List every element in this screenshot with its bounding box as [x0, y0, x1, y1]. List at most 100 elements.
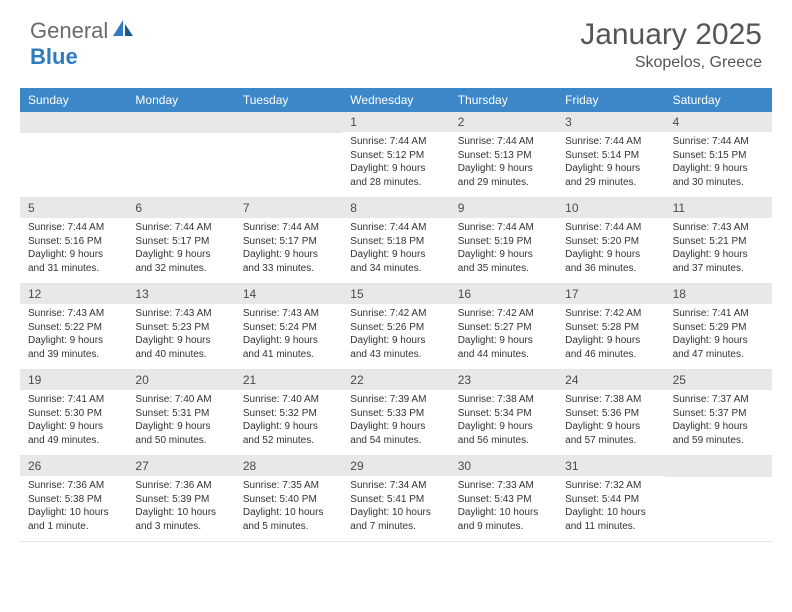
- day-info: Sunrise: 7:44 AMSunset: 5:16 PMDaylight:…: [20, 218, 127, 279]
- day-number: 6: [127, 198, 234, 218]
- sunset-text: Sunset: 5:33 PM: [350, 407, 441, 421]
- day-info: Sunrise: 7:37 AMSunset: 5:37 PMDaylight:…: [665, 390, 772, 451]
- day-number: 3: [557, 112, 664, 132]
- week-row: 12Sunrise: 7:43 AMSunset: 5:22 PMDayligh…: [20, 284, 772, 370]
- daylight-text: Daylight: 9 hours and 33 minutes.: [243, 248, 334, 275]
- sunrise-text: Sunrise: 7:37 AM: [673, 393, 764, 407]
- sunrise-text: Sunrise: 7:35 AM: [243, 479, 334, 493]
- day-number-empty: [665, 456, 772, 477]
- sunset-text: Sunset: 5:39 PM: [135, 493, 226, 507]
- day-cell: 21Sunrise: 7:40 AMSunset: 5:32 PMDayligh…: [235, 370, 342, 456]
- sunrise-text: Sunrise: 7:39 AM: [350, 393, 441, 407]
- daylight-text: Daylight: 9 hours and 40 minutes.: [135, 334, 226, 361]
- day-cell: 9Sunrise: 7:44 AMSunset: 5:19 PMDaylight…: [450, 198, 557, 284]
- logo-text-blue: Blue: [30, 44, 78, 69]
- week-row: 19Sunrise: 7:41 AMSunset: 5:30 PMDayligh…: [20, 370, 772, 456]
- sunset-text: Sunset: 5:43 PM: [458, 493, 549, 507]
- weekday-sat: Saturday: [665, 88, 772, 112]
- sunrise-text: Sunrise: 7:44 AM: [135, 221, 226, 235]
- day-info: Sunrise: 7:36 AMSunset: 5:39 PMDaylight:…: [127, 476, 234, 537]
- day-cell: 24Sunrise: 7:38 AMSunset: 5:36 PMDayligh…: [557, 370, 664, 456]
- daylight-text: Daylight: 9 hours and 49 minutes.: [28, 420, 119, 447]
- day-number: 4: [665, 112, 772, 132]
- sunset-text: Sunset: 5:37 PM: [673, 407, 764, 421]
- sunset-text: Sunset: 5:31 PM: [135, 407, 226, 421]
- day-number: 31: [557, 456, 664, 476]
- weekday-tue: Tuesday: [235, 88, 342, 112]
- sunset-text: Sunset: 5:30 PM: [28, 407, 119, 421]
- sunset-text: Sunset: 5:17 PM: [135, 235, 226, 249]
- sunrise-text: Sunrise: 7:36 AM: [135, 479, 226, 493]
- day-cell: 3Sunrise: 7:44 AMSunset: 5:14 PMDaylight…: [557, 112, 664, 198]
- weekday-thu: Thursday: [450, 88, 557, 112]
- day-info: Sunrise: 7:40 AMSunset: 5:32 PMDaylight:…: [235, 390, 342, 451]
- day-number: 9: [450, 198, 557, 218]
- day-number: 30: [450, 456, 557, 476]
- sunset-text: Sunset: 5:27 PM: [458, 321, 549, 335]
- day-info: Sunrise: 7:38 AMSunset: 5:34 PMDaylight:…: [450, 390, 557, 451]
- day-cell: 16Sunrise: 7:42 AMSunset: 5:27 PMDayligh…: [450, 284, 557, 370]
- daylight-text: Daylight: 9 hours and 29 minutes.: [458, 162, 549, 189]
- day-info: Sunrise: 7:38 AMSunset: 5:36 PMDaylight:…: [557, 390, 664, 451]
- day-info: Sunrise: 7:44 AMSunset: 5:20 PMDaylight:…: [557, 218, 664, 279]
- sunrise-text: Sunrise: 7:38 AM: [565, 393, 656, 407]
- day-number: 27: [127, 456, 234, 476]
- sunset-text: Sunset: 5:26 PM: [350, 321, 441, 335]
- day-cell: 14Sunrise: 7:43 AMSunset: 5:24 PMDayligh…: [235, 284, 342, 370]
- daylight-text: Daylight: 10 hours and 5 minutes.: [243, 506, 334, 533]
- location-label: Skopelos, Greece: [580, 54, 762, 72]
- day-cell: 12Sunrise: 7:43 AMSunset: 5:22 PMDayligh…: [20, 284, 127, 370]
- daylight-text: Daylight: 9 hours and 34 minutes.: [350, 248, 441, 275]
- logo-text-general: General: [30, 18, 108, 44]
- day-number: 28: [235, 456, 342, 476]
- day-info: Sunrise: 7:43 AMSunset: 5:22 PMDaylight:…: [20, 304, 127, 365]
- day-info: Sunrise: 7:33 AMSunset: 5:43 PMDaylight:…: [450, 476, 557, 537]
- sunset-text: Sunset: 5:40 PM: [243, 493, 334, 507]
- month-title: January 2025: [580, 18, 762, 52]
- sunrise-text: Sunrise: 7:43 AM: [243, 307, 334, 321]
- sunset-text: Sunset: 5:32 PM: [243, 407, 334, 421]
- sunrise-text: Sunrise: 7:44 AM: [673, 135, 764, 149]
- day-cell: 8Sunrise: 7:44 AMSunset: 5:18 PMDaylight…: [342, 198, 449, 284]
- day-cell: 15Sunrise: 7:42 AMSunset: 5:26 PMDayligh…: [342, 284, 449, 370]
- sunrise-text: Sunrise: 7:43 AM: [28, 307, 119, 321]
- day-number: 13: [127, 284, 234, 304]
- sunrise-text: Sunrise: 7:43 AM: [673, 221, 764, 235]
- sunset-text: Sunset: 5:15 PM: [673, 149, 764, 163]
- daylight-text: Daylight: 9 hours and 35 minutes.: [458, 248, 549, 275]
- daylight-text: Daylight: 10 hours and 7 minutes.: [350, 506, 441, 533]
- sunrise-text: Sunrise: 7:32 AM: [565, 479, 656, 493]
- sunset-text: Sunset: 5:13 PM: [458, 149, 549, 163]
- day-number: 22: [342, 370, 449, 390]
- day-cell: 18Sunrise: 7:41 AMSunset: 5:29 PMDayligh…: [665, 284, 772, 370]
- day-info: Sunrise: 7:44 AMSunset: 5:15 PMDaylight:…: [665, 132, 772, 193]
- day-cell: 25Sunrise: 7:37 AMSunset: 5:37 PMDayligh…: [665, 370, 772, 456]
- sunset-text: Sunset: 5:34 PM: [458, 407, 549, 421]
- sunrise-text: Sunrise: 7:33 AM: [458, 479, 549, 493]
- day-cell: [665, 456, 772, 542]
- sunset-text: Sunset: 5:20 PM: [565, 235, 656, 249]
- day-number: 29: [342, 456, 449, 476]
- logo-sail-icon: [112, 19, 134, 42]
- day-number: 8: [342, 198, 449, 218]
- sunrise-text: Sunrise: 7:42 AM: [350, 307, 441, 321]
- sunrise-text: Sunrise: 7:41 AM: [28, 393, 119, 407]
- sunset-text: Sunset: 5:18 PM: [350, 235, 441, 249]
- day-info: Sunrise: 7:41 AMSunset: 5:29 PMDaylight:…: [665, 304, 772, 365]
- sunrise-text: Sunrise: 7:38 AM: [458, 393, 549, 407]
- day-cell: 7Sunrise: 7:44 AMSunset: 5:17 PMDaylight…: [235, 198, 342, 284]
- sunrise-text: Sunrise: 7:44 AM: [458, 135, 549, 149]
- weekday-wed: Wednesday: [342, 88, 449, 112]
- day-number: 16: [450, 284, 557, 304]
- daylight-text: Daylight: 10 hours and 3 minutes.: [135, 506, 226, 533]
- daylight-text: Daylight: 10 hours and 1 minute.: [28, 506, 119, 533]
- sunset-text: Sunset: 5:44 PM: [565, 493, 656, 507]
- day-cell: 6Sunrise: 7:44 AMSunset: 5:17 PMDaylight…: [127, 198, 234, 284]
- week-row: 26Sunrise: 7:36 AMSunset: 5:38 PMDayligh…: [20, 456, 772, 542]
- sunrise-text: Sunrise: 7:41 AM: [673, 307, 764, 321]
- sunset-text: Sunset: 5:12 PM: [350, 149, 441, 163]
- day-info: Sunrise: 7:43 AMSunset: 5:21 PMDaylight:…: [665, 218, 772, 279]
- day-number: 2: [450, 112, 557, 132]
- daylight-text: Daylight: 9 hours and 36 minutes.: [565, 248, 656, 275]
- sunset-text: Sunset: 5:29 PM: [673, 321, 764, 335]
